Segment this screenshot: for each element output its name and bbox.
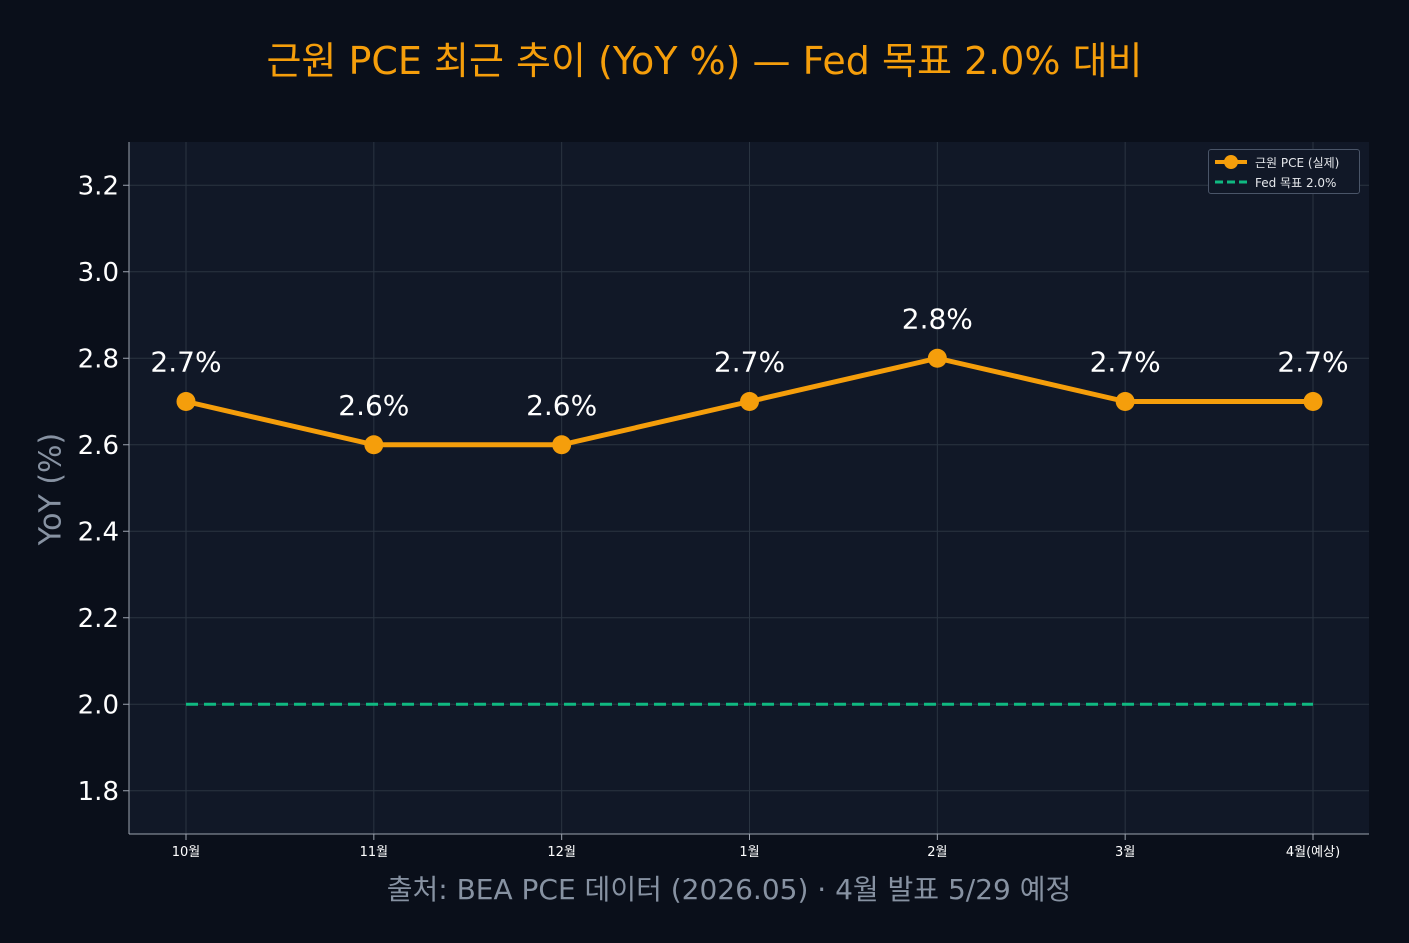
data-point <box>740 392 759 411</box>
data-label: 2.6% <box>526 389 597 422</box>
y-tick-label: 3.0 <box>78 258 119 288</box>
y-tick-label: 2.6 <box>78 431 119 461</box>
y-tick-label: 2.4 <box>78 517 119 547</box>
y-tick-label: 2.2 <box>78 604 119 634</box>
source-note: 출처: BEA PCE 데이터 (2026.05) · 4월 발표 5/29 예… <box>386 873 1072 906</box>
legend-label-actual: 근원 PCE (실제) <box>1255 155 1340 170</box>
y-tick-label: 2.8 <box>78 344 119 374</box>
x-tick-label: 12월 <box>547 845 576 860</box>
data-label: 2.6% <box>338 389 409 422</box>
y-tick-label: 3.2 <box>78 171 119 201</box>
x-tick-label: 10월 <box>172 845 201 860</box>
data-point <box>927 348 947 368</box>
data-labels: 2.7% 2.6% 2.6% 2.7% 2.8% 2.7% 2.7% <box>150 302 1348 422</box>
data-point <box>176 392 196 411</box>
legend-line-marker-icon <box>1215 155 1247 169</box>
data-label: 2.7% <box>1277 346 1348 379</box>
x-tick-label: 2월 <box>927 845 947 860</box>
data-label: 2.7% <box>714 346 785 379</box>
x-tick-label: 1월 <box>739 845 759 860</box>
legend: 근원 PCE (실제) Fed 목표 2.0% <box>1208 149 1360 194</box>
legend-label-target: Fed 목표 2.0% <box>1255 175 1337 190</box>
chart-title: 근원 PCE 최근 추이 (YoY %) — Fed 목표 2.0% 대비 <box>266 39 1143 83</box>
data-point <box>364 435 384 455</box>
data-label: 2.7% <box>1090 346 1161 379</box>
y-axis-label: YoY (%) <box>33 432 69 546</box>
y-tick-label: 1.8 <box>78 777 119 807</box>
data-point <box>1115 392 1135 411</box>
x-tick-labels: 10월 11월 12월 1월 2월 3월 4월(예상) <box>172 834 1340 860</box>
legend-dashed-line-icon <box>1215 180 1247 184</box>
x-tick-label: 4월(예상) <box>1286 845 1340 860</box>
data-point <box>1303 392 1323 411</box>
grid-lines <box>129 142 1369 834</box>
actual-series <box>176 348 1323 455</box>
y-tick-label: 2.0 <box>78 690 119 720</box>
legend-item-target: Fed 목표 2.0% <box>1213 173 1336 191</box>
x-tick-label: 3월 <box>1115 845 1135 860</box>
y-tick-labels: 1.8 2.0 2.2 2.4 2.6 2.8 3.0 3.2 <box>78 171 129 807</box>
data-point <box>552 435 572 455</box>
data-label: 2.7% <box>150 346 221 379</box>
x-tick-label: 11월 <box>360 845 389 860</box>
data-label: 2.8% <box>902 302 973 335</box>
legend-item-actual: 근원 PCE (실제) <box>1213 153 1339 171</box>
